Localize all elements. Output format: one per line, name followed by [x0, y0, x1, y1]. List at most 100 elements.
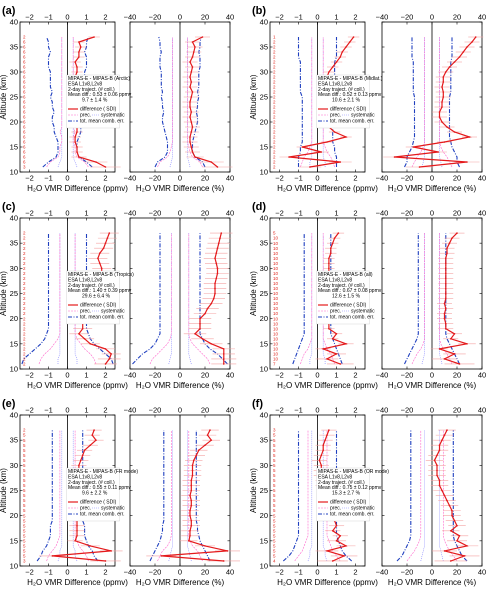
- difference-point: [78, 51, 80, 53]
- difference-point: [331, 338, 334, 340]
- x-tick-label-top: 40: [478, 13, 486, 22]
- collocation-count: 6: [23, 50, 26, 55]
- difference-point: [333, 131, 336, 133]
- collocation-count: 2: [273, 105, 276, 110]
- collocation-count: 3: [23, 165, 26, 170]
- y-axis-label: Altitude (km): [0, 74, 8, 119]
- difference-point: [466, 545, 468, 547]
- difference-point: [443, 312, 446, 315]
- difference-point: [210, 161, 213, 163]
- total-error-neg-line: [36, 430, 53, 562]
- difference-point: [448, 66, 451, 68]
- x-tick-label: −20: [149, 174, 162, 183]
- collocation-count: 2: [273, 95, 276, 100]
- collocation-count: 2: [273, 125, 276, 130]
- difference-point: [337, 232, 340, 234]
- collocation-count: 10: [273, 291, 279, 296]
- difference-point: [216, 166, 219, 168]
- collocation-count: 2: [273, 155, 276, 160]
- systematic-pos-line: [188, 233, 192, 365]
- difference-point: [331, 66, 334, 68]
- x-tick-label: −2: [25, 174, 34, 183]
- difference-point: [189, 514, 191, 517]
- legend-text-0: MIPAS-E - MIPAS-B (Arctic): [68, 76, 130, 82]
- difference-point: [187, 540, 190, 542]
- difference-point: [352, 36, 355, 38]
- collocation-count: 2: [273, 135, 276, 140]
- difference-point: [446, 499, 448, 502]
- collocation-count: 5: [273, 473, 276, 478]
- difference-point: [97, 257, 99, 260]
- collocation-count: 5: [23, 549, 26, 554]
- total-error-neg-line: [404, 37, 416, 168]
- difference-point: [104, 363, 107, 365]
- collocation-count: 5: [273, 543, 276, 548]
- difference-point: [468, 136, 471, 138]
- collocation-count: 5: [273, 443, 276, 448]
- x-tick-label-top: 0: [430, 13, 434, 22]
- difference-point: [191, 56, 194, 58]
- legend-total-label: tot. mean comb. err.: [330, 315, 374, 321]
- x-tick-label: −40: [124, 371, 137, 380]
- legend-text-1: ESA L1v8,L2v8: [318, 474, 352, 480]
- legend-text-1: ESA L1v8,L2v8: [68, 277, 102, 283]
- difference-point: [345, 545, 347, 547]
- x-tick-label: 20: [201, 174, 209, 183]
- difference-point: [78, 464, 80, 467]
- collocation-count: 5: [23, 478, 26, 483]
- difference-point: [443, 550, 446, 552]
- legend-text-4: 12.6 ± 1.5 %: [332, 294, 361, 300]
- collocation-count: 10: [273, 357, 279, 362]
- y-tick-label: 30: [10, 68, 18, 77]
- precision-pos-line: [322, 233, 335, 365]
- difference-point: [324, 439, 326, 441]
- collocation-count: 5: [23, 463, 26, 468]
- difference-point: [110, 550, 112, 552]
- difference-point: [222, 353, 225, 355]
- precision-neg-line: [149, 233, 172, 365]
- collocation-count: 2: [23, 291, 26, 296]
- difference-point: [328, 327, 330, 330]
- difference-point: [81, 327, 84, 330]
- collocation-count: 10: [273, 256, 279, 261]
- collocation-count: 5: [23, 554, 26, 559]
- difference-point: [335, 332, 338, 335]
- x-tick-label: −2: [275, 568, 284, 577]
- x-tick-label: −2: [275, 174, 284, 183]
- total-error-neg-line: [292, 233, 305, 365]
- x-tick-label-top: 2: [353, 13, 357, 22]
- collocation-count: 5: [23, 483, 26, 488]
- difference-point: [190, 504, 193, 507]
- difference-point: [339, 56, 342, 58]
- difference-point: [345, 46, 347, 48]
- precision-neg-line: [294, 430, 309, 562]
- y-tick-label: 20: [10, 314, 18, 323]
- difference-point: [443, 434, 446, 436]
- x-axis-label-rel: H₂O VMR Difference (%): [136, 578, 225, 587]
- difference-point: [189, 141, 191, 143]
- difference-point: [444, 297, 447, 300]
- collocation-count: 6: [23, 150, 26, 155]
- difference-point: [190, 479, 193, 482]
- difference-point: [104, 348, 107, 350]
- systematic-pos-line: [322, 233, 326, 364]
- collocation-count: 2: [23, 231, 26, 236]
- legend-total-label: tot. mean comb. err.: [80, 315, 124, 321]
- x-tick-label-top: 0: [430, 209, 434, 218]
- difference-point: [219, 237, 221, 239]
- difference-point: [326, 141, 328, 143]
- difference-point: [226, 550, 229, 552]
- legend-text-3: Mean diff.: 0.55 ± 0.11 ppmv: [68, 485, 131, 491]
- difference-point: [466, 343, 468, 345]
- legend-systematic-label: systematic: [351, 506, 375, 512]
- collocation-count: 5: [273, 433, 276, 438]
- difference-point: [191, 151, 194, 153]
- difference-point: [444, 267, 447, 270]
- legend-text-2: 2-day traject. (# coll.): [318, 87, 365, 93]
- difference-point: [190, 519, 193, 522]
- difference-point: [442, 96, 445, 98]
- collocation-count: 10: [273, 326, 279, 331]
- collocation-count: 5: [273, 468, 276, 473]
- x-tick-label-top: −2: [25, 13, 34, 22]
- x-tick-label-top: −2: [25, 209, 34, 218]
